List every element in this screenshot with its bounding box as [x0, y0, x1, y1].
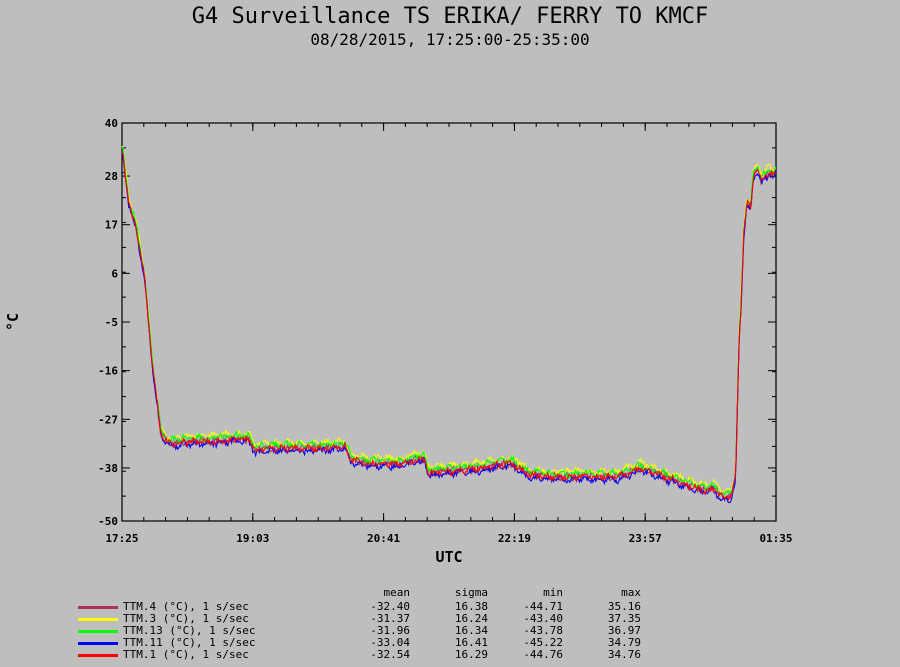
legend-label: TTM.11 (°C), 1 s/sec [123, 636, 256, 649]
stat-value: -44.76 [523, 648, 563, 661]
legend-stats-table: mean sigma min max TTM.4 (°C), 1 s/sec -32.40… [0, 586, 900, 667]
y-tick-label: 40 [105, 117, 118, 130]
stat-value: -33.04 [370, 636, 410, 649]
legend-swatch [78, 618, 118, 621]
stat-value: 16.24 [454, 612, 488, 625]
stat-value: -43.40 [523, 612, 563, 625]
stat-value: 16.38 [454, 600, 488, 613]
series-line-5 [121, 151, 776, 501]
y-tick-label: 17 [105, 219, 118, 232]
y-tick-label: -38 [98, 462, 118, 475]
y-tick-label: -16 [98, 365, 118, 378]
stat-value: -32.40 [370, 600, 410, 613]
stat-value: -31.96 [370, 624, 410, 637]
y-axis-label: °C [4, 313, 22, 331]
stat-value: -31.37 [370, 612, 410, 625]
x-tick-label: 23:57 [629, 532, 662, 545]
stat-header-sigma: sigma [454, 586, 488, 599]
x-tick-label: 17:25 [105, 532, 138, 545]
x-tick-label: 22:19 [498, 532, 531, 545]
stat-value: 34.76 [607, 648, 641, 661]
stat-value: -32.54 [370, 648, 410, 661]
legend-swatch [78, 642, 118, 645]
y-tick-label: -50 [98, 515, 118, 528]
legend-swatch [78, 606, 118, 609]
chart-subtitle: 08/28/2015, 17:25:00-25:35:00 [310, 30, 590, 49]
x-axis-label: UTC [435, 548, 462, 566]
y-tick-label: -5 [105, 316, 118, 329]
stat-header-mean: mean [383, 586, 411, 599]
legend-swatch [78, 654, 118, 657]
y-tick-label: 6 [111, 267, 118, 280]
stat-value: -44.71 [523, 600, 563, 613]
temperature-chart: 40 28 17 6 -5 -16 -27 -38 -50 17:25 19:03 20:41 22:… [4, 117, 793, 566]
stat-value: 36.97 [607, 624, 641, 637]
x-tick-label: 19:03 [236, 532, 269, 545]
stat-value: 35.16 [607, 600, 641, 613]
stat-value: 34.79 [607, 636, 641, 649]
stat-value: -43.78 [523, 624, 563, 637]
stat-value: 16.29 [454, 648, 488, 661]
legend-label: TTM.13 (°C), 1 s/sec [123, 624, 256, 637]
stat-value: 37.35 [607, 612, 641, 625]
x-tick-label: 20:41 [367, 532, 400, 545]
stat-value: -45.22 [523, 636, 563, 649]
plot-frame [121, 122, 777, 522]
y-tick-label: -27 [98, 413, 118, 426]
stat-header-max: max [621, 586, 641, 599]
legend-swatch [78, 630, 118, 633]
series-line-4 [121, 152, 777, 504]
legend-label: TTM.3 (°C), 1 s/sec [123, 612, 249, 625]
series-line-3 [121, 146, 777, 497]
y-tick-label: 28 [105, 170, 118, 183]
x-tick-label: 01:35 [759, 532, 792, 545]
stat-value: 16.41 [454, 636, 488, 649]
legend-label: TTM.4 (°C), 1 s/sec [123, 600, 249, 613]
stat-header-min: min [543, 586, 563, 599]
legend-label: TTM.1 (°C), 1 s/sec [123, 648, 249, 661]
stat-value: 16.34 [454, 624, 488, 637]
chart-title: G4 Surveillance TS ERIKA/ FERRY TO KMCF [191, 4, 709, 29]
